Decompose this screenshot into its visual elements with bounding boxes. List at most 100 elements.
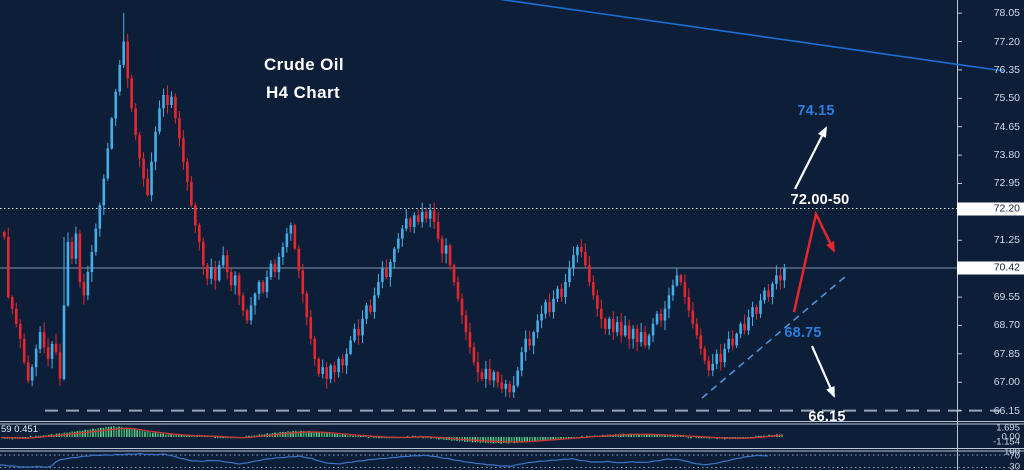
candle [404,209,408,232]
candle [397,233,400,253]
candle [564,273,567,304]
candle [110,117,114,150]
candle [146,168,149,197]
candle [691,302,695,329]
candle [54,333,58,356]
macd-signal-line [2,427,783,443]
candle [30,364,34,387]
candle [178,110,181,147]
candle [504,379,508,397]
candle [393,246,396,269]
candle [552,290,555,319]
indicator-panes-layer [0,420,1024,468]
price-axis-label: 75.50 [993,92,1020,105]
candle [432,202,436,229]
candle [683,274,687,304]
candle [556,285,559,303]
candle [448,243,452,271]
candle [377,273,380,299]
price-axis-label: 72.95 [993,177,1020,190]
candle [436,212,440,243]
candle [524,330,527,361]
candle [209,258,213,285]
chart-title-line2: H4 Chart [265,83,341,102]
candle [723,343,726,368]
candle [484,360,488,388]
candle [321,359,324,379]
rsi-axis-label-30: 30 [1009,461,1020,470]
candle [269,260,273,280]
candle [759,293,762,319]
candle [707,355,711,377]
candle [488,359,492,386]
candle [22,333,26,365]
candle [659,308,663,327]
candle [679,273,683,286]
candle [560,283,563,302]
candle [66,232,70,308]
candle [695,318,699,339]
candle [532,330,535,355]
candle [90,244,94,282]
candle [221,246,225,268]
candle [731,330,734,351]
candle [285,227,289,253]
candle [154,126,157,171]
price-tag-resistance: 72.20 [957,202,1024,216]
candle [385,259,388,280]
candle [10,295,14,315]
candle [194,202,197,233]
candle [3,230,6,240]
candle [94,223,98,256]
candle [480,368,484,382]
candle [42,322,46,354]
candle [293,223,297,251]
candle [603,317,607,335]
candle [106,142,110,181]
ascending-dashed-trendline [701,275,847,399]
candle [540,305,543,329]
candle [257,279,261,300]
candle [572,246,575,276]
candle [389,259,392,287]
candle [711,354,715,377]
candle [118,59,122,96]
candle [631,325,635,349]
candle [643,326,647,349]
candle [305,291,309,326]
candle [317,357,321,377]
candle [142,152,145,187]
candle [607,316,611,336]
candle [412,212,416,234]
macd-axis-label-zero: 0.00 [1001,431,1021,442]
candle [301,263,305,303]
candle [687,288,691,318]
candle [170,91,173,109]
candle [751,301,754,327]
candle [102,174,106,216]
candle [520,347,523,377]
candle [464,310,468,341]
candle [341,354,344,373]
candle [715,349,719,370]
price-axis-label: 68.70 [993,319,1020,332]
candle [420,202,424,228]
candle [568,260,571,287]
candle [114,88,118,127]
candle [281,242,285,265]
candle [779,268,782,290]
candle [401,224,404,247]
candle [182,130,185,170]
candle [783,264,786,289]
candle [18,319,22,349]
candle [237,272,241,305]
candle [217,260,221,282]
candle [333,361,336,382]
candle [349,336,352,356]
candle [719,344,722,371]
candle [444,238,448,264]
candle [763,287,766,304]
candle [600,299,603,329]
candle [277,252,281,280]
